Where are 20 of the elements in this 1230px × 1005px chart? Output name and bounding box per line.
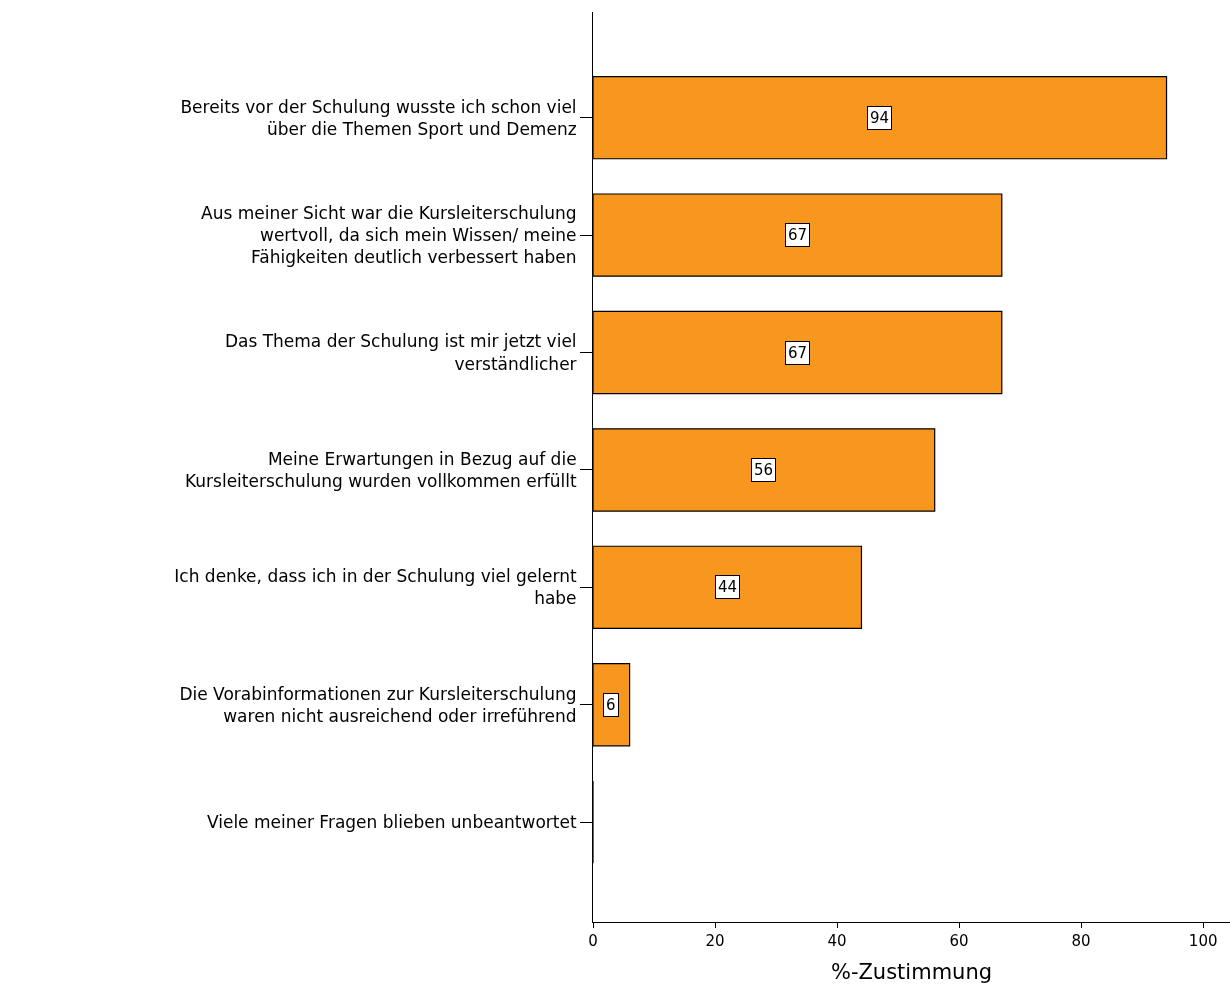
x-axis-title: %-Zustimmung (830, 960, 993, 985)
data-label: 67 (788, 344, 808, 362)
x-tick-label: 60 (949, 932, 969, 950)
data-label: 56 (754, 461, 774, 479)
y-tick-label: Das Thema der Schulung ist mir jetzt viel verständlicher (224, 331, 577, 374)
y-tick-label: Die Vorabinformationen zur Kursleiterschulung waren nicht ausreichend oder irreführend (179, 683, 577, 726)
x-tick-label: 100 (1188, 932, 1218, 950)
x-tick-label: 40 (827, 932, 847, 950)
x-tick-label: 80 (1071, 932, 1091, 950)
data-label: 94 (870, 109, 890, 127)
data-label: 67 (788, 226, 808, 244)
x-tick-label: 0 (588, 932, 598, 950)
y-tick-label: Bereits vor der Schulung wusste ich schon viel über die Themen Sport und Demenz (180, 96, 577, 139)
x-tick-label: 20 (705, 932, 725, 950)
y-tick-label: Aus meiner Sicht war die Kursleiterschulung wertvoll, da sich mein Wissen/ meine Fähigkeiten deutlich verbessert haben (201, 202, 577, 268)
data-label: 44 (718, 578, 738, 596)
y-tick-label: Viele meiner Fragen blieben unbeantwortet (206, 812, 577, 833)
data-label: 6 (606, 696, 616, 714)
y-tick-label: Meine Erwartungen in Bezug auf die Kursleiterschulung wurden vollkommen erfüllt (185, 448, 577, 491)
y-tick-label: Ich denke, dass ich in der Schulung viel gelernt habe (174, 566, 577, 609)
